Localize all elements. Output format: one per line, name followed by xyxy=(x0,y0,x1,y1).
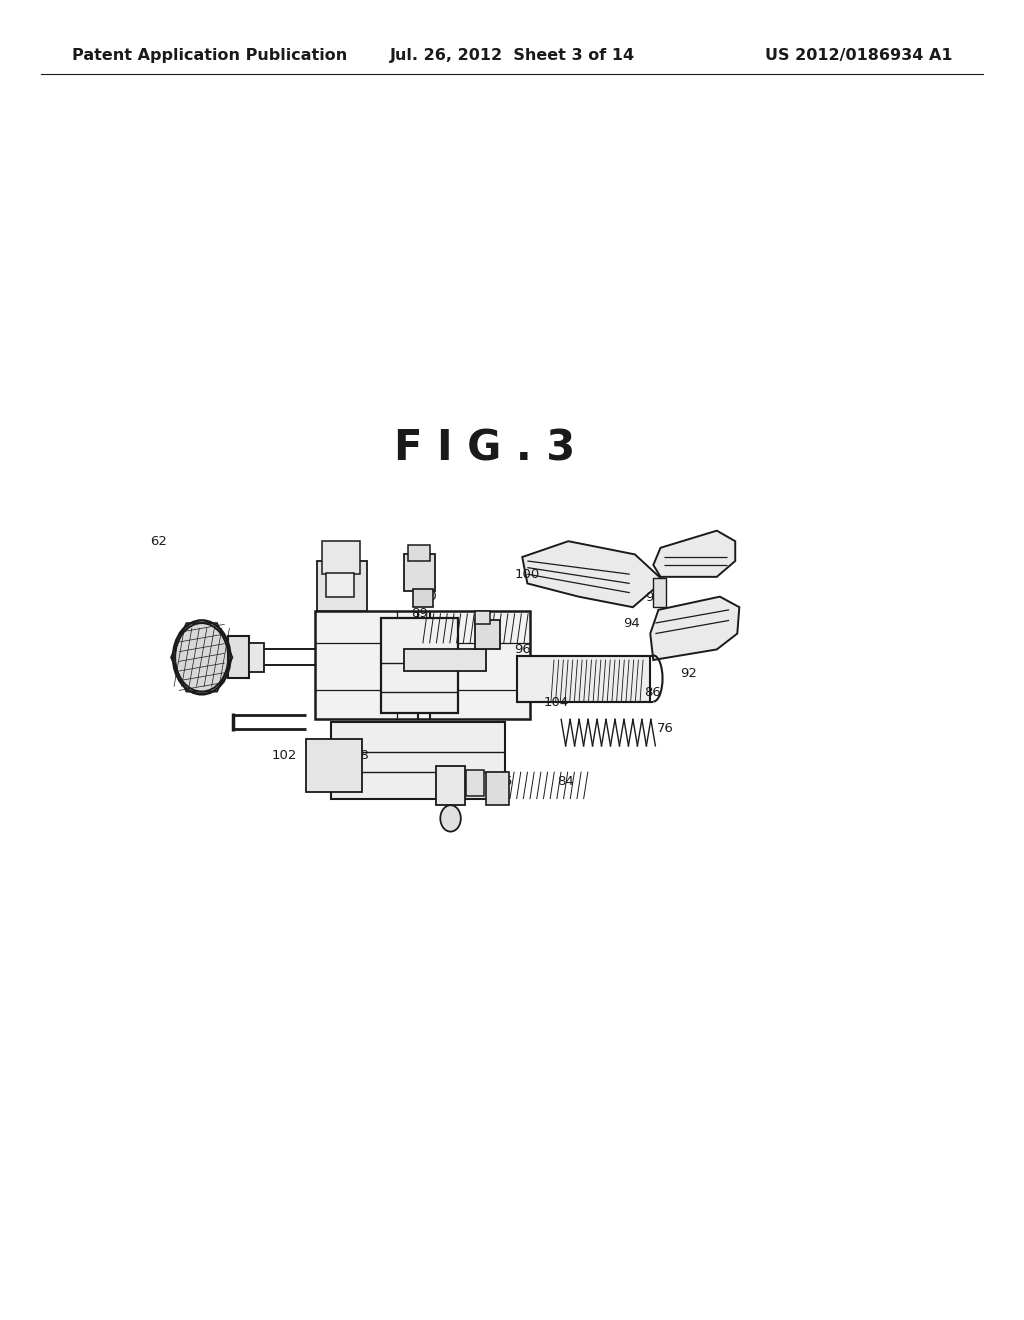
Bar xyxy=(322,541,360,574)
Text: Jul. 26, 2012  Sheet 3 of 14: Jul. 26, 2012 Sheet 3 of 14 xyxy=(389,48,635,63)
Bar xyxy=(413,589,433,607)
Circle shape xyxy=(440,805,461,832)
Text: 100: 100 xyxy=(515,568,540,581)
Text: 94: 94 xyxy=(624,616,640,630)
Text: 80: 80 xyxy=(463,775,479,788)
Polygon shape xyxy=(650,597,739,660)
Bar xyxy=(486,772,509,805)
Text: 89: 89 xyxy=(412,607,428,620)
Text: 92: 92 xyxy=(680,667,696,680)
Bar xyxy=(306,739,362,792)
Bar xyxy=(331,722,505,799)
Text: 84: 84 xyxy=(557,775,573,788)
Text: Patent Application Publication: Patent Application Publication xyxy=(72,48,347,63)
Bar xyxy=(317,561,367,611)
Bar xyxy=(517,656,650,702)
Polygon shape xyxy=(653,531,735,577)
Text: 98: 98 xyxy=(645,591,662,605)
Text: US 2012/0186934 A1: US 2012/0186934 A1 xyxy=(765,48,952,63)
Text: F I G . 3: F I G . 3 xyxy=(394,428,575,470)
Bar xyxy=(653,578,666,607)
Text: 76: 76 xyxy=(657,722,674,735)
Bar xyxy=(466,770,484,796)
Text: 88: 88 xyxy=(352,748,369,762)
Text: 82: 82 xyxy=(443,775,460,788)
Bar xyxy=(404,649,486,671)
Text: 102: 102 xyxy=(272,748,297,762)
Text: 104: 104 xyxy=(544,696,568,709)
Bar xyxy=(436,766,465,805)
Text: 106: 106 xyxy=(487,775,512,788)
Text: 90: 90 xyxy=(420,590,436,603)
Bar xyxy=(408,545,430,561)
Text: 62: 62 xyxy=(151,535,167,548)
Bar xyxy=(228,636,249,678)
Bar xyxy=(381,618,458,713)
Bar xyxy=(326,573,354,597)
Bar xyxy=(475,611,490,624)
Bar xyxy=(249,643,264,672)
Polygon shape xyxy=(522,541,664,607)
Bar xyxy=(475,620,500,649)
Bar xyxy=(315,611,530,719)
Bar xyxy=(404,554,435,591)
Text: 86: 86 xyxy=(644,686,660,700)
Circle shape xyxy=(175,623,228,692)
Text: 96: 96 xyxy=(514,643,530,656)
